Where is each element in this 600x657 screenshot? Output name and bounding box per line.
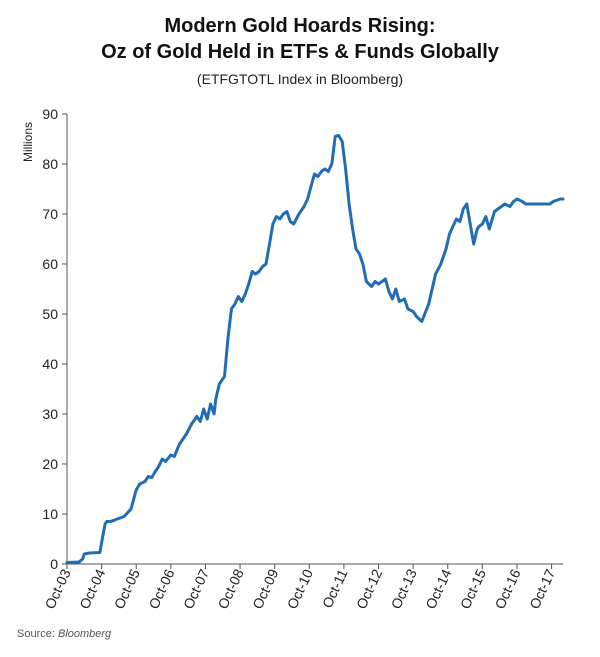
y-axis-ticks: 0 10 20 30 40 50 60 70 80 90 xyxy=(42,106,67,572)
x-tick-label: Oct-13 xyxy=(388,566,420,611)
x-tick-label: Oct-03 xyxy=(41,566,73,611)
x-tick-label: Oct-05 xyxy=(111,566,143,611)
y-tick-label: 90 xyxy=(42,106,58,122)
y-tick-label: 70 xyxy=(42,206,58,222)
source-note: Source: Bloomberg xyxy=(17,628,111,640)
x-axis-ticks: Oct-03 Oct-04 Oct-05 Oct-06 Oct-07 Oct-08 Oct-… xyxy=(41,564,558,611)
chart-title-line-2: Oz of Gold Held in ETFs & Funds Globally xyxy=(101,41,499,63)
y-tick-label: 20 xyxy=(42,456,58,472)
chart-title-line-1: Modern Gold Hoards Rising: xyxy=(164,15,436,37)
x-tick-label: Oct-15 xyxy=(457,566,489,611)
y-tick-label: 30 xyxy=(42,406,58,422)
source-label: Source: xyxy=(17,628,55,640)
y-tick-label: 60 xyxy=(42,256,58,272)
y-tick-label: 80 xyxy=(42,156,58,172)
y-tick-label: 40 xyxy=(42,356,58,372)
x-tick-label: Oct-08 xyxy=(215,566,247,611)
x-tick-label: Oct-16 xyxy=(491,566,523,611)
x-tick-label: Oct-10 xyxy=(284,566,316,611)
x-tick-label: Oct-12 xyxy=(353,566,385,611)
x-tick-label: Oct-14 xyxy=(422,566,454,611)
x-tick-label: Oct-07 xyxy=(180,566,212,611)
x-tick-label: Oct-09 xyxy=(249,566,281,611)
y-tick-label: 0 xyxy=(50,556,58,572)
y-tick-label: 50 xyxy=(42,306,58,322)
axes xyxy=(66,114,563,565)
y-axis-label: Millions xyxy=(21,122,35,162)
y-tick-label: 10 xyxy=(42,506,58,522)
x-tick-label: Oct-04 xyxy=(76,566,108,611)
source-name: Bloomberg xyxy=(57,628,112,640)
x-tick-label: Oct-11 xyxy=(319,566,351,610)
series-line xyxy=(65,134,565,564)
x-tick-label: Oct-17 xyxy=(526,566,558,611)
x-tick-label: Oct-06 xyxy=(145,566,177,611)
chart-subtitle: (ETFGTOTL Index in Bloomberg) xyxy=(196,71,404,87)
